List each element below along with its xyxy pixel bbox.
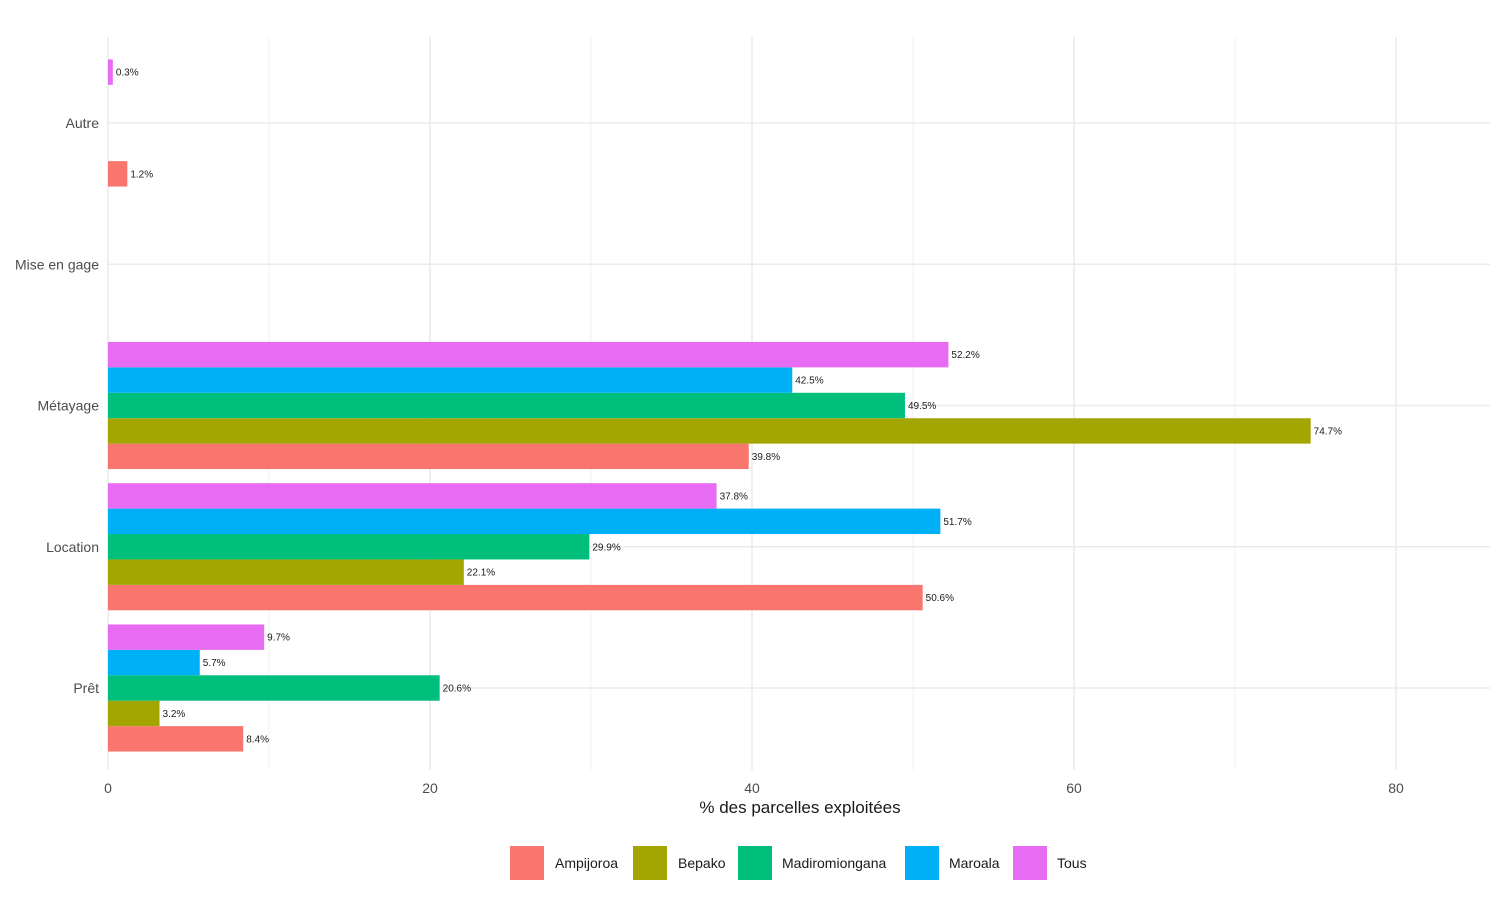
bar-bepako-0	[108, 700, 160, 727]
data-label: 29.9%	[592, 542, 620, 553]
bar-maroala-1	[108, 508, 941, 535]
legend-label: Tous	[1057, 855, 1087, 871]
legend-label: Bepako	[678, 855, 726, 871]
legend-key	[1013, 846, 1047, 880]
legend-label: Maroala	[949, 855, 1000, 871]
legend-item-madiromiongana: Madiromiongana	[738, 846, 886, 880]
legend-item-bepako: Bepako	[633, 846, 726, 880]
bar-ampijoroa-1	[108, 584, 923, 611]
x-tick-label: 40	[744, 780, 760, 796]
data-label: 49.5%	[908, 401, 936, 412]
legend-item-tous: Tous	[1013, 846, 1087, 880]
legend-key	[633, 846, 667, 880]
data-label: 0.3%	[116, 68, 139, 79]
legend-label: Madiromiongana	[782, 855, 886, 871]
data-label: 52.2%	[951, 350, 979, 361]
data-label: 50.6%	[926, 593, 954, 604]
bar-tous-1	[108, 483, 717, 509]
legend-item-ampijoroa: Ampijoroa	[510, 846, 618, 880]
x-tick-label: 60	[1066, 780, 1082, 796]
bar-bepako-1	[108, 559, 464, 585]
data-label: 22.1%	[467, 568, 495, 579]
data-label: 42.5%	[795, 376, 823, 387]
y-tick-label: Mise en gage	[15, 256, 99, 272]
bar-bepako-2	[108, 418, 1311, 444]
legend-label: Ampijoroa	[555, 855, 618, 871]
legend-key	[905, 846, 939, 880]
bars	[108, 59, 1311, 752]
bar-tous-4	[108, 59, 113, 85]
x-tick-label: 80	[1388, 780, 1404, 796]
bar-ampijoroa-0	[108, 726, 244, 752]
legend: Ampijoroa Bepako Madiromiongana Maroala Tous	[510, 846, 1087, 880]
bar-ampijoroa-2	[108, 443, 749, 470]
x-tick-label: 0	[104, 780, 112, 796]
data-label: 8.4%	[246, 734, 269, 745]
x-tick-label: 20	[422, 780, 438, 796]
legend-key	[510, 846, 544, 880]
y-tick-label: Prêt	[73, 680, 99, 696]
y-tick-label: Location	[46, 539, 99, 555]
legend-key	[738, 846, 772, 880]
bar-maroala-0	[108, 649, 200, 676]
y-tick-label: Métayage	[38, 398, 100, 414]
bar-madiromiongana-2	[108, 392, 905, 419]
bar-tous-0	[108, 624, 265, 650]
data-label: 5.7%	[203, 658, 226, 669]
data-label: 3.2%	[163, 709, 186, 720]
x-axis-title: % des parcelles exploitées	[699, 798, 900, 817]
data-label: 37.8%	[720, 491, 748, 502]
data-label: 39.8%	[752, 452, 780, 463]
data-label: 20.6%	[443, 684, 471, 695]
data-label: 51.7%	[943, 517, 971, 528]
y-tick-label: Autre	[66, 115, 100, 131]
data-label: 1.2%	[130, 169, 153, 180]
bar-tous-2	[108, 341, 949, 368]
bar-madiromiongana-1	[108, 534, 590, 560]
bar-madiromiongana-0	[108, 675, 440, 701]
data-label: 74.7%	[1314, 426, 1342, 437]
data-label: 9.7%	[267, 633, 290, 644]
bar-ampijoroa-4	[108, 161, 128, 187]
y-axis-ticks: Prêt Location Métayage Mise en gage Autre	[15, 115, 99, 696]
legend-item-maroala: Maroala	[905, 846, 1000, 880]
bar-maroala-2	[108, 367, 793, 393]
x-axis-ticks: 0 20 40 60 80	[104, 780, 1404, 796]
data-labels: 8.4% 3.2% 20.6% 5.7% 9.7% 50.6% 22.1% 29.9% 51.7…	[116, 68, 1342, 746]
